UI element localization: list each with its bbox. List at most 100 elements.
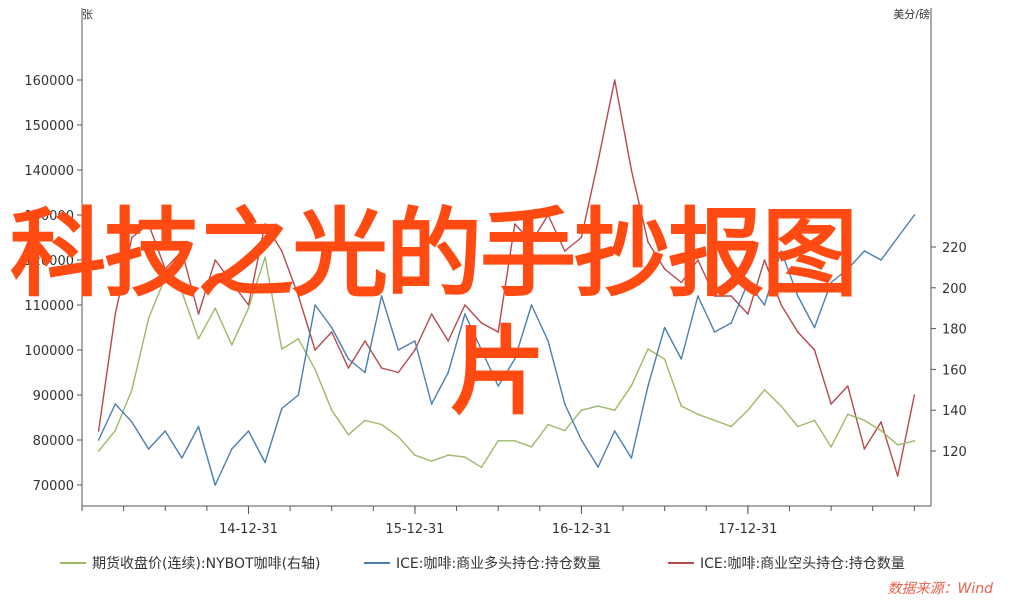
series-point-price-49 — [913, 440, 916, 442]
right-tick-label-3: 180 — [942, 323, 967, 338]
series-point-price-44 — [830, 446, 832, 448]
x-axis-ticks: 14-12-31 15-12-31 16-12-31 17-12-31 — [81, 506, 915, 537]
series-point-long-19 — [414, 340, 416, 342]
series-point-long-8 — [231, 448, 233, 450]
series-point-price-23 — [480, 466, 483, 469]
series-point-long-42 — [797, 295, 799, 297]
series-point-long-40 — [763, 304, 766, 306]
left-tick-label-9: 160000 — [24, 74, 74, 89]
series-point-short-48 — [896, 475, 899, 477]
series-point-price-10 — [264, 256, 266, 259]
series-point-long-45 — [847, 268, 849, 270]
series-point-short-29 — [580, 236, 583, 239]
legend: 期货收盘价(连续):NYBOT咖啡(右轴) ICE:咖啡:商业多头持仓:持仓数量… — [60, 555, 905, 572]
series-point-price-1 — [114, 429, 117, 432]
left-tick-label-8: 150000 — [24, 119, 74, 134]
series-point-long-4 — [164, 430, 166, 432]
series-point-price-36 — [697, 413, 699, 416]
series-point-price-28 — [564, 429, 566, 432]
series-point-long-12 — [297, 394, 300, 396]
series-point-short-43 — [813, 349, 816, 351]
series-point-long-20 — [430, 403, 433, 405]
series-point-long-13 — [314, 304, 316, 306]
series-point-long-49 — [913, 214, 916, 216]
series-point-price-35 — [680, 405, 683, 407]
left-axis-unit: 张 — [82, 8, 93, 21]
series-point-long-24 — [497, 385, 500, 387]
series-point-price-21 — [447, 454, 450, 456]
series-point-short-44 — [830, 403, 832, 405]
series-point-long-30 — [597, 466, 599, 468]
series-point-short-28 — [564, 250, 566, 252]
series-point-price-11 — [281, 348, 283, 350]
series-point-long-39 — [747, 281, 749, 284]
series-line-price — [98, 256, 915, 468]
series-point-short-38 — [730, 295, 732, 297]
series-point-short-11 — [281, 250, 283, 252]
series-point-long-27 — [547, 340, 549, 342]
right-axis-ticks: 120 140 160 180 200 220 — [931, 241, 967, 460]
series-point-price-48 — [896, 444, 899, 446]
series-point-price-45 — [847, 413, 849, 416]
series-point-short-7 — [214, 259, 216, 261]
series-point-long-2 — [131, 421, 133, 423]
x-tick-label-0: 14-12-31 — [219, 522, 278, 537]
series-point-price-14 — [330, 409, 333, 412]
series-point-price-3 — [147, 317, 150, 320]
series-point-long-18 — [397, 349, 400, 351]
left-axis-ticks: 70000 80000 90000 100000 110000 120000 130000 1… — [24, 74, 82, 494]
series-point-short-1 — [114, 313, 117, 315]
series-point-short-33 — [647, 241, 649, 243]
series-point-short-47 — [880, 421, 882, 423]
series-point-long-28 — [564, 403, 566, 405]
series-point-price-33 — [647, 348, 649, 350]
series-point-short-46 — [863, 448, 866, 450]
series-point-short-31 — [613, 79, 616, 81]
series-point-short-45 — [847, 385, 849, 387]
series-point-price-6 — [197, 338, 200, 340]
series-point-short-39 — [747, 313, 749, 315]
series-point-short-12 — [297, 295, 300, 297]
series-point-long-34 — [663, 326, 666, 329]
series-point-long-31 — [613, 430, 616, 432]
series-point-price-25 — [514, 440, 516, 442]
right-tick-label-2: 160 — [942, 363, 967, 378]
series-point-short-13 — [314, 349, 316, 351]
series-point-long-23 — [480, 349, 483, 351]
x-tick-label-1: 15-12-31 — [385, 522, 444, 537]
series-point-short-25 — [514, 223, 516, 225]
left-tick-label-7: 140000 — [24, 164, 74, 179]
left-tick-label-2: 90000 — [33, 389, 74, 404]
right-tick-label-1: 140 — [942, 404, 967, 419]
series-point-price-38 — [730, 425, 732, 428]
series-point-price-40 — [763, 389, 766, 391]
series-point-price-41 — [780, 405, 782, 407]
series-point-long-21 — [447, 371, 450, 374]
series-line-short — [97, 79, 916, 477]
series-point-short-22 — [464, 304, 466, 306]
series-point-short-3 — [147, 223, 150, 225]
series-point-long-9 — [247, 430, 250, 432]
series-point-short-32 — [630, 169, 633, 171]
series-point-price-31 — [613, 409, 616, 412]
series-point-short-0 — [97, 430, 100, 432]
series-point-short-17 — [380, 367, 383, 369]
series-point-price-39 — [747, 409, 749, 412]
series-point-short-34 — [663, 268, 666, 270]
series-point-short-6 — [197, 313, 200, 315]
left-tick-label-4: 110000 — [24, 299, 74, 314]
series-point-price-13 — [314, 368, 316, 371]
series-point-short-21 — [447, 340, 450, 342]
series-point-short-30 — [597, 160, 599, 162]
series-point-short-42 — [797, 331, 799, 333]
series-point-short-15 — [347, 367, 350, 369]
series-point-long-15 — [347, 358, 350, 360]
series-point-long-36 — [697, 295, 699, 297]
series-point-long-38 — [730, 322, 732, 324]
series-point-long-35 — [680, 358, 683, 360]
series-point-long-33 — [647, 385, 649, 387]
series-point-long-32 — [630, 457, 633, 459]
series-point-price-34 — [663, 358, 666, 361]
series-point-price-47 — [880, 429, 882, 432]
